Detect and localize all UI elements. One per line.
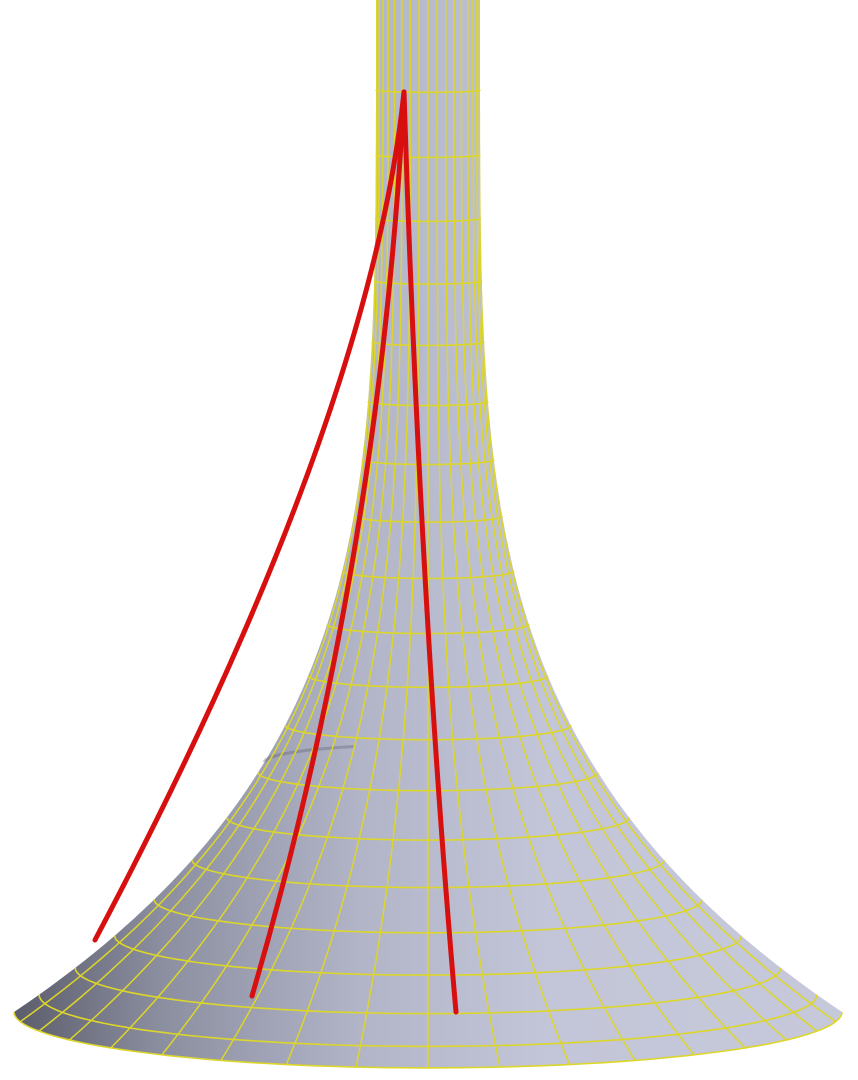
grid-meridian [445,0,571,1065]
grid-meridian [69,0,384,1041]
grid-meridian [285,0,411,1065]
grid-meridian [478,0,837,1023]
grid-meridian [436,0,501,1068]
grid-meridian [355,0,420,1068]
geodesic-curve [401,89,459,1015]
surface-shadow-rim [263,745,354,763]
coordinate-grid [13,0,843,1069]
grid-meridian [472,0,787,1041]
geodesic-curves [92,89,459,1015]
grid-meridian [110,0,389,1049]
grid-meridian [460,0,695,1056]
geodesic-curve [92,89,407,943]
grid-meridian [467,0,746,1049]
grid-meridian [453,0,636,1061]
grid-meridian [476,0,818,1032]
geodesic-curve [249,89,407,999]
grid-meridian [19,0,378,1023]
